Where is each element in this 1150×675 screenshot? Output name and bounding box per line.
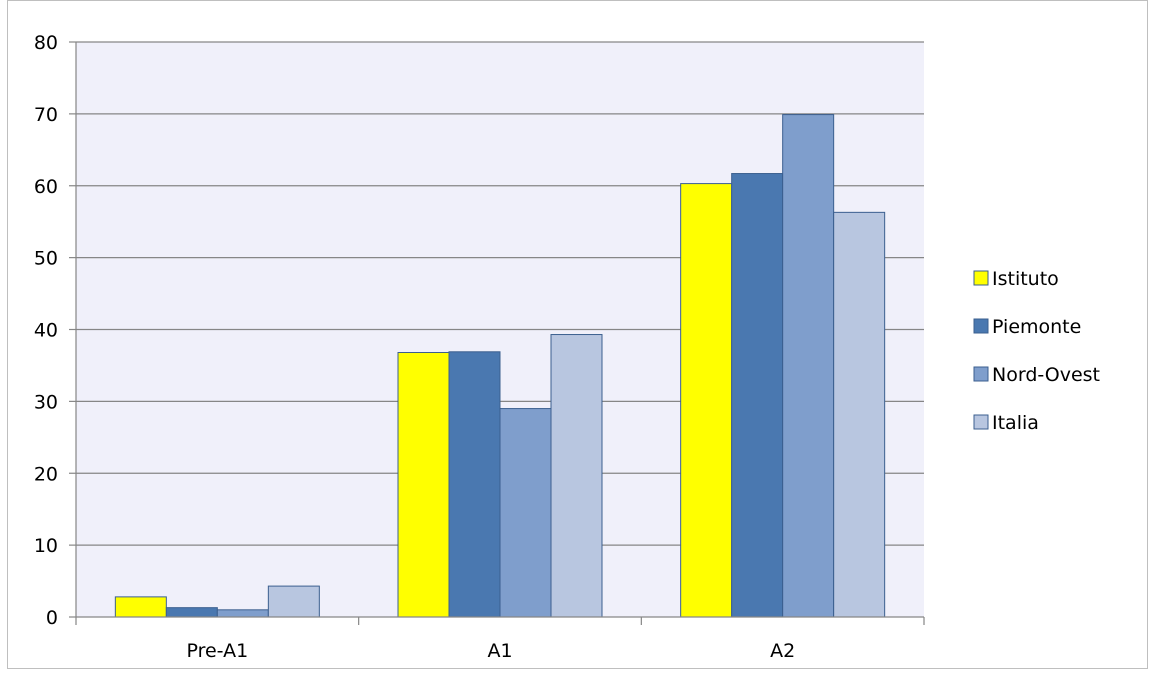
bars xyxy=(114,114,886,618)
y-tick-label-50: 50 xyxy=(34,248,58,270)
bar-pre-a1-piemonte xyxy=(165,607,218,618)
x-tick-label-a2: A2 xyxy=(770,640,795,662)
legend-swatch-nord-ovest xyxy=(973,366,989,382)
y-tick-label-80: 80 xyxy=(34,32,58,54)
y-tick-label-10: 10 xyxy=(34,535,58,557)
bar-a1-piemonte xyxy=(448,351,501,618)
y-tick-label-60: 60 xyxy=(34,176,58,198)
bar-pre-a1-istituto xyxy=(114,596,167,618)
legend-label-istituto: Istituto xyxy=(992,268,1059,290)
y-tick-label-70: 70 xyxy=(34,104,58,126)
legend-swatch-istituto xyxy=(973,270,989,286)
x-axis-tick-labels: Pre-A1 A1 A2 xyxy=(186,640,795,662)
bar-a2-piemonte xyxy=(731,173,784,618)
x-tick-label-a1: A1 xyxy=(487,640,512,662)
legend-label-nord-ovest: Nord-Ovest xyxy=(992,364,1100,386)
bar-a1-nord-ovest xyxy=(499,408,552,618)
y-tick-label-0: 0 xyxy=(46,607,58,629)
legend-label-piemonte: Piemonte xyxy=(992,316,1081,338)
legend-swatch-italia xyxy=(973,414,989,430)
x-tick-label-pre-a1: Pre-A1 xyxy=(186,640,248,662)
bar-a2-istituto xyxy=(680,183,733,618)
bar-a1-istituto xyxy=(397,352,450,618)
y-tick-label-30: 30 xyxy=(34,391,58,413)
bar-a1-italia xyxy=(550,334,603,618)
y-tick-label-20: 20 xyxy=(34,463,58,485)
legend-label-italia: Italia xyxy=(992,412,1039,434)
legend-swatch-piemonte xyxy=(973,318,989,334)
y-axis-tick-labels: 0 10 20 30 40 50 60 70 80 xyxy=(34,32,58,629)
bar-pre-a1-italia xyxy=(267,585,320,618)
axes xyxy=(75,42,925,625)
y-tick-label-40: 40 xyxy=(34,320,58,342)
bar-a2-italia xyxy=(833,211,886,618)
bar-pre-a1-nord-ovest xyxy=(216,609,269,618)
bar-a2-nord-ovest xyxy=(782,114,835,618)
legend: Istituto Piemonte Nord-Ovest Italia xyxy=(973,268,1100,434)
